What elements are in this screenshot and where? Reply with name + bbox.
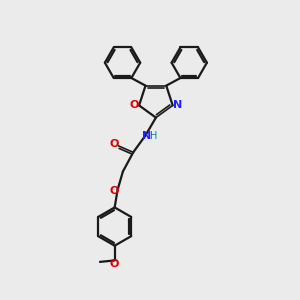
- Text: H: H: [150, 131, 158, 142]
- Text: N: N: [142, 131, 151, 142]
- Text: O: O: [109, 186, 119, 196]
- Text: O: O: [110, 259, 119, 269]
- Text: O: O: [109, 139, 119, 149]
- Text: O: O: [129, 100, 139, 110]
- Text: N: N: [173, 100, 182, 110]
